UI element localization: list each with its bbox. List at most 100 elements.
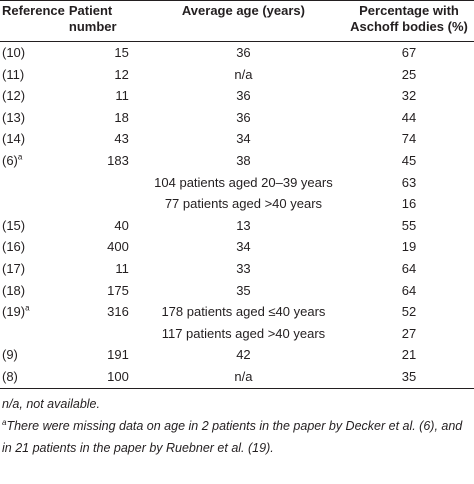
cell-text: 64	[401, 260, 417, 276]
cell-text: 40	[114, 217, 129, 233]
table-cell: 178 patients aged ≤40 years	[143, 301, 344, 323]
table-cell: 35	[344, 365, 474, 389]
table-cell: 77 patients aged >40 years	[143, 193, 344, 215]
table-cell: 21	[344, 344, 474, 366]
footnotes: n/a, not available. aThere were missing …	[0, 393, 474, 459]
table-cell: 35	[143, 280, 344, 302]
cell-text: (14)	[2, 131, 26, 147]
table-cell: 25	[344, 64, 474, 86]
table-row: 77 patients aged >40 years 16	[0, 193, 474, 215]
table-row: (6)a 183 38 45	[0, 150, 474, 172]
cell-text: 52	[401, 304, 417, 320]
table-cell: 64	[344, 280, 474, 302]
table-cell: 11	[67, 85, 143, 107]
table-cell: 32	[344, 85, 474, 107]
column-header: Average age (years)	[142, 0, 344, 42]
header-row: Reference Patient number Average age (year…	[0, 0, 474, 42]
cell-text: n/a	[234, 368, 253, 384]
table-cell: 100	[66, 365, 143, 389]
table-cell: 38	[143, 150, 344, 172]
cell-text: (15)	[2, 217, 26, 233]
cell-text: 13	[236, 217, 251, 233]
table-row: (18) 175 35 64	[0, 280, 474, 302]
cell-text: (8)	[2, 368, 18, 384]
table-cell: 11	[67, 258, 143, 280]
cell-text: 45	[401, 152, 417, 168]
table-cell: 74	[344, 128, 474, 150]
table-cell: 36	[143, 107, 344, 129]
table-cell: 36	[143, 85, 344, 107]
cell-text: 63	[401, 174, 417, 190]
cell-text: 15	[114, 45, 129, 60]
cell-text: (10)	[2, 45, 26, 60]
cell-text: 55	[401, 217, 417, 233]
cell-text: 36	[236, 88, 251, 104]
column-header: Percentage with Aschoff bodies (%)	[344, 0, 474, 42]
table-cell: 316	[67, 301, 143, 323]
cell-text: (12)	[2, 88, 26, 104]
table-cell	[67, 323, 143, 345]
cell-text: 44	[401, 109, 417, 125]
cell-text: (9)	[2, 347, 18, 363]
cell-text: 183	[107, 152, 129, 168]
table-cell: (12)	[0, 85, 67, 107]
cell-text: 27	[401, 325, 417, 341]
table-cell: 40	[67, 215, 143, 237]
cell-text: 42	[236, 347, 251, 363]
table-cell: 33	[143, 258, 344, 280]
table-cell: 19	[344, 236, 474, 258]
cell-text: 35	[236, 282, 251, 298]
table-row: (17) 11 33 64	[0, 258, 474, 280]
table-row: (16) 400 34 19	[0, 236, 474, 258]
table-cell: (11)	[0, 64, 67, 86]
cell-text: 25	[401, 66, 417, 82]
table-cell: 117 patients aged >40 years	[143, 323, 344, 345]
table-row: (15) 40 13 55	[0, 215, 474, 237]
cell-text: n/a	[234, 66, 253, 82]
table-row: (13) 18 36 44	[0, 107, 474, 129]
table-cell: 175	[67, 280, 143, 302]
table-cell: 55	[344, 215, 474, 237]
table-cell: 42	[143, 344, 344, 366]
table-cell: (18)	[0, 280, 67, 302]
cell-text: (17)	[2, 260, 26, 276]
cell-text: 35	[401, 368, 417, 384]
table-cell: n/a	[142, 365, 344, 389]
table-cell: 104 patients aged 20–39 years	[143, 172, 344, 194]
cell-text: 38	[236, 152, 251, 168]
table-cell: 43	[67, 128, 143, 150]
table-cell: (17)	[0, 258, 67, 280]
table: Reference Patient number Average age (year…	[0, 0, 474, 389]
cell-text: 19	[401, 239, 417, 255]
table-cell: (16)	[0, 236, 67, 258]
table-cell	[0, 172, 67, 194]
cell-text: 104 patients aged 20–39 years	[154, 174, 333, 190]
table-cell: 15	[67, 42, 143, 64]
footnote-mark: a	[25, 303, 30, 313]
table-cell: (6)a	[0, 150, 67, 172]
cell-text: 11	[115, 88, 129, 104]
table-row: (14) 43 34 74	[0, 128, 474, 150]
table-cell: 13	[143, 215, 344, 237]
cell-text: 36	[236, 109, 251, 125]
footnote-mark: a	[17, 152, 23, 162]
table-cell: 63	[344, 172, 474, 194]
footnote-mark: a	[2, 417, 7, 427]
cell-text: 64	[401, 282, 417, 298]
table-body: (10) 15 36 67 (11) 12 n/a 25 (12) 11 36 32 (13) 18 36 4…	[0, 42, 474, 389]
cell-text: 316	[107, 304, 129, 320]
cell-text: 178 patients aged ≤40 years	[161, 304, 326, 320]
table-cell: 183	[67, 150, 143, 172]
table-cell: 27	[344, 323, 474, 345]
cell-text: 74	[401, 131, 417, 147]
footnote-text: There were missing data on age in 2 pati…	[2, 418, 463, 455]
table-figure: Reference Patient number Average age (year…	[0, 0, 474, 459]
footnote: aThere were missing data on age in 2 pat…	[2, 415, 474, 459]
cell-text: 100	[107, 368, 129, 384]
table-cell: 36	[143, 42, 344, 64]
table-cell: 34	[143, 236, 344, 258]
table-cell	[0, 323, 67, 345]
cell-text: 400	[107, 239, 129, 255]
cell-text: 21	[401, 347, 417, 363]
